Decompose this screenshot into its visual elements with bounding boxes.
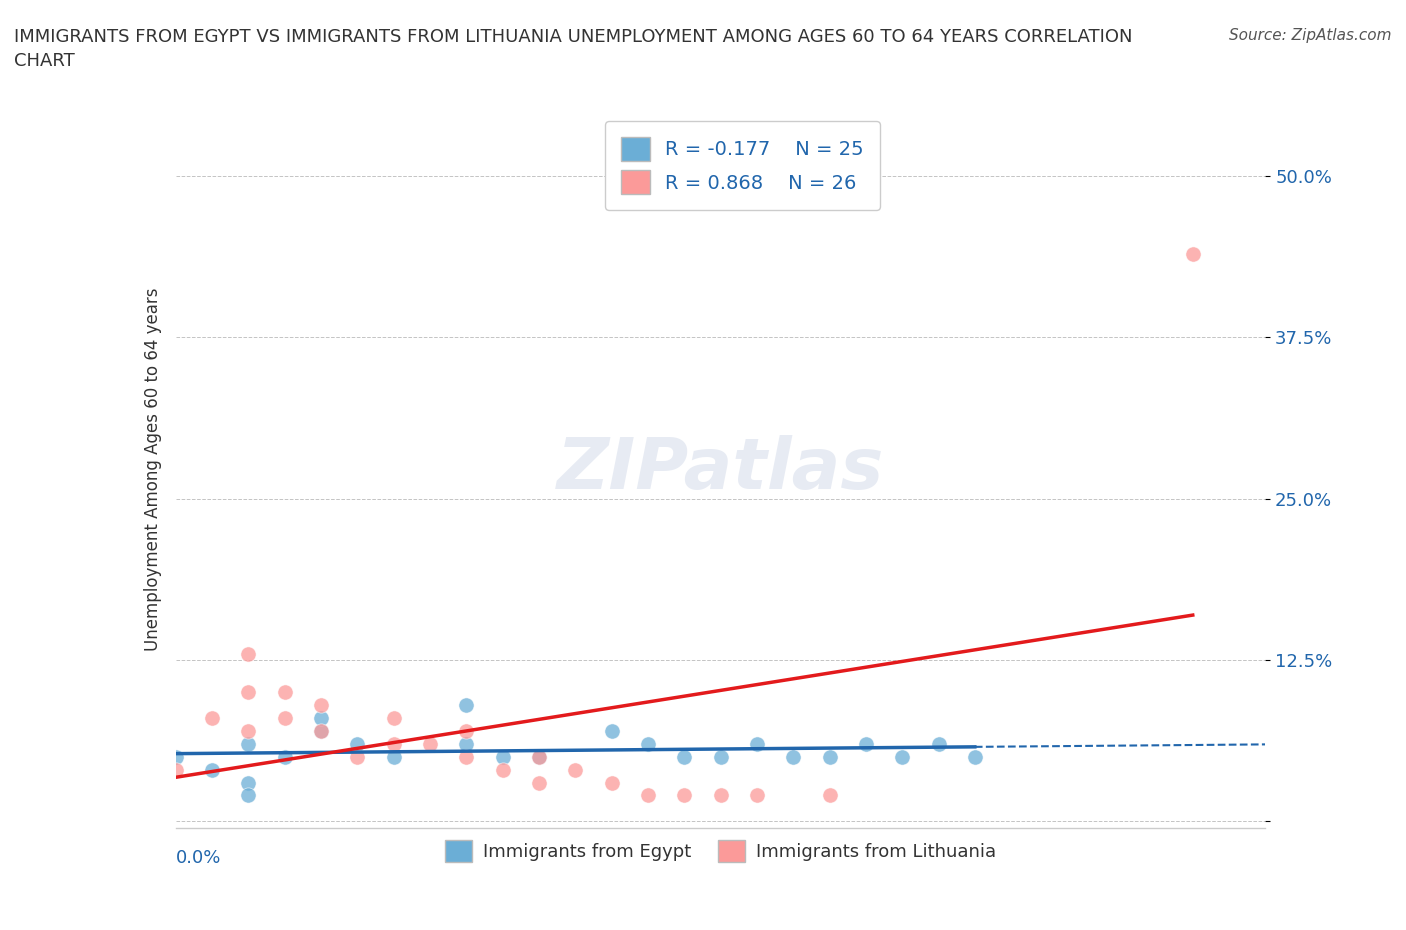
Point bbox=[238, 684, 260, 699]
Point bbox=[527, 750, 550, 764]
Point bbox=[309, 698, 332, 712]
Point bbox=[745, 737, 768, 751]
Point bbox=[855, 737, 877, 751]
Point bbox=[201, 711, 224, 725]
Point bbox=[637, 788, 659, 803]
Point bbox=[456, 724, 478, 738]
Point bbox=[201, 763, 224, 777]
Text: Source: ZipAtlas.com: Source: ZipAtlas.com bbox=[1229, 28, 1392, 43]
Point bbox=[891, 750, 914, 764]
Point bbox=[309, 724, 332, 738]
Point bbox=[963, 750, 986, 764]
Point bbox=[782, 750, 804, 764]
Point bbox=[165, 763, 187, 777]
Legend: Immigrants from Egypt, Immigrants from Lithuania: Immigrants from Egypt, Immigrants from L… bbox=[437, 832, 1004, 869]
Text: ZIPatlas: ZIPatlas bbox=[557, 435, 884, 504]
Point bbox=[637, 737, 659, 751]
Text: 0.0%: 0.0% bbox=[176, 849, 221, 867]
Point bbox=[274, 684, 297, 699]
Point bbox=[928, 737, 950, 751]
Point bbox=[818, 750, 841, 764]
Point bbox=[673, 788, 696, 803]
Point bbox=[238, 737, 260, 751]
Point bbox=[745, 788, 768, 803]
Text: IMMIGRANTS FROM EGYPT VS IMMIGRANTS FROM LITHUANIA UNEMPLOYMENT AMONG AGES 60 TO: IMMIGRANTS FROM EGYPT VS IMMIGRANTS FROM… bbox=[14, 28, 1133, 70]
Point bbox=[419, 737, 441, 751]
Point bbox=[238, 775, 260, 790]
Point bbox=[564, 763, 586, 777]
Point bbox=[710, 750, 733, 764]
Point bbox=[382, 711, 405, 725]
Point bbox=[1181, 246, 1204, 261]
Point bbox=[710, 788, 733, 803]
Point bbox=[309, 711, 332, 725]
Point bbox=[382, 750, 405, 764]
Point bbox=[600, 775, 623, 790]
Point bbox=[456, 698, 478, 712]
Point bbox=[309, 724, 332, 738]
Point bbox=[527, 775, 550, 790]
Point bbox=[274, 750, 297, 764]
Point bbox=[382, 737, 405, 751]
Point bbox=[238, 724, 260, 738]
Point bbox=[673, 750, 696, 764]
Point bbox=[527, 750, 550, 764]
Point bbox=[456, 737, 478, 751]
Point bbox=[492, 763, 515, 777]
Point bbox=[238, 646, 260, 661]
Point bbox=[818, 788, 841, 803]
Point bbox=[165, 750, 187, 764]
Point bbox=[346, 750, 368, 764]
Point bbox=[274, 711, 297, 725]
Point bbox=[600, 724, 623, 738]
Point bbox=[456, 750, 478, 764]
Point bbox=[238, 788, 260, 803]
Y-axis label: Unemployment Among Ages 60 to 64 years: Unemployment Among Ages 60 to 64 years bbox=[143, 288, 162, 651]
Point bbox=[492, 750, 515, 764]
Point bbox=[346, 737, 368, 751]
